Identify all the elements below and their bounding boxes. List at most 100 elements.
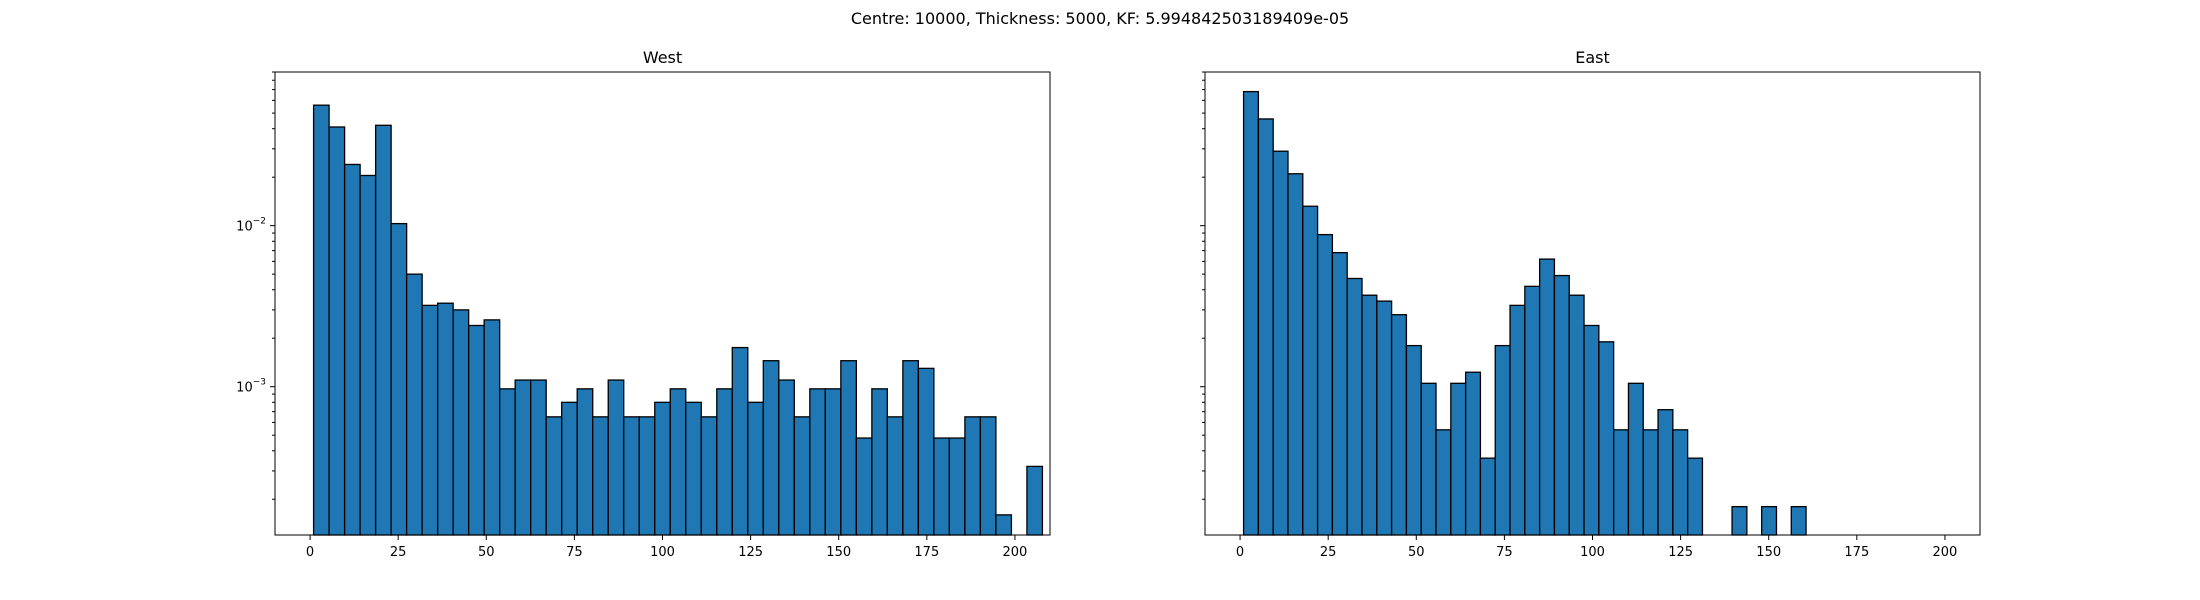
east-bar [1390, 314, 1408, 536]
west-bar [607, 379, 625, 536]
east-bar [1613, 429, 1630, 536]
west-bar [917, 367, 935, 536]
east-x-tick-label: 50 [1408, 545, 1425, 560]
west-bar [886, 416, 904, 536]
west-bar [405, 273, 423, 536]
west-bar [840, 360, 857, 536]
west-bar [669, 388, 687, 536]
east-x-tick-label: 0 [1236, 545, 1244, 560]
west-bar [948, 437, 966, 536]
east-x-tick-label: 75 [1496, 545, 1513, 560]
east-bar [1538, 258, 1556, 536]
west-bar [374, 124, 392, 536]
east-bar [1361, 294, 1378, 536]
west-bar [700, 416, 718, 536]
west-bar [436, 302, 454, 536]
east-bar [1583, 324, 1600, 536]
west-bar [421, 304, 439, 536]
east-bar [1657, 409, 1674, 536]
east-bar [1687, 457, 1704, 536]
west-bar [483, 319, 501, 536]
east-bar [1509, 304, 1526, 536]
west-bar [871, 388, 889, 536]
east-x-tick-label: 125 [1668, 545, 1693, 560]
east-bar [1435, 429, 1452, 536]
west-bar [654, 401, 671, 536]
west-panel-title: West [643, 48, 682, 67]
west-x-tick-label: 150 [826, 545, 851, 560]
east-bar [1761, 505, 1778, 536]
west-bar [793, 416, 811, 536]
east-bar [1272, 150, 1289, 536]
east-bar [1302, 205, 1319, 536]
west-x-tick-label: 125 [738, 545, 763, 560]
west-bar [312, 104, 330, 536]
east-bar [1568, 294, 1585, 536]
east-bar [1598, 341, 1615, 536]
west-bar [731, 346, 749, 536]
west-x-tick-label: 100 [650, 545, 675, 560]
east-bar [1464, 371, 1482, 536]
figure-suptitle: Centre: 10000, Thickness: 5000, KF: 5.99… [851, 9, 1349, 28]
west-bar [592, 416, 609, 536]
east-bar [1420, 382, 1437, 536]
west-bar [638, 416, 656, 536]
west-bar [623, 416, 640, 536]
east-x-tick-label: 100 [1580, 545, 1605, 560]
west-bar [514, 379, 532, 536]
east-bar [1376, 300, 1393, 536]
east-bar [1672, 429, 1689, 536]
west-bar [964, 416, 982, 536]
west-bar [561, 401, 578, 536]
west-x-tick-label: 175 [914, 545, 939, 560]
west-bar [343, 163, 361, 536]
east-bar [1346, 277, 1363, 536]
east-bar [1627, 382, 1644, 536]
west-x-tick-label: 0 [306, 545, 314, 560]
west-bar [328, 126, 346, 536]
east-bar [1790, 505, 1807, 536]
west-bar [995, 514, 1013, 536]
east-x-tick-label: 25 [1320, 545, 1337, 560]
west-bar [855, 437, 873, 536]
west-y-tick-label: 10−3 [236, 378, 266, 396]
west-bar [468, 324, 485, 536]
east-bar [1642, 429, 1659, 536]
west-bar [716, 388, 733, 536]
east-bar [1479, 457, 1496, 536]
west-bar [545, 416, 563, 536]
west-x-tick-label: 25 [390, 545, 407, 560]
west-bar [1026, 465, 1044, 536]
east-x-tick-label: 150 [1756, 545, 1781, 560]
west-bar [778, 379, 795, 536]
east-bar [1731, 505, 1748, 536]
west-bar [824, 388, 842, 536]
east-bar [1257, 118, 1274, 536]
east-bar [1242, 90, 1260, 536]
east-bar [1494, 344, 1511, 536]
west-bar [933, 437, 951, 536]
east-bar [1524, 285, 1541, 536]
east-panel-title: East [1575, 48, 1610, 67]
east-bar [1316, 233, 1334, 536]
east-panel: East 0 25 50 75 100 125 150 175 200 [1200, 48, 1981, 560]
east-bar [1405, 344, 1422, 536]
east-x-tick-label: 200 [1933, 545, 1958, 560]
west-x-tick-label: 75 [566, 545, 583, 560]
east-bar [1553, 274, 1570, 536]
west-bar [809, 388, 826, 536]
west-x-tick-label: 200 [1003, 545, 1028, 560]
west-bar [902, 360, 920, 536]
west-bar [452, 309, 470, 536]
east-bar [1450, 382, 1467, 536]
west-panel: West 0 25 50 75 100 125 150 175 200 10−3 10−2 [236, 48, 1051, 560]
east-x-tick-label: 175 [1844, 545, 1869, 560]
west-bar [499, 388, 516, 536]
west-y-tick-label: 10−2 [236, 217, 266, 235]
west-bar [390, 222, 408, 536]
west-bar [359, 174, 377, 536]
west-bar [530, 379, 547, 536]
west-bar [576, 388, 594, 536]
west-bar [747, 401, 764, 536]
